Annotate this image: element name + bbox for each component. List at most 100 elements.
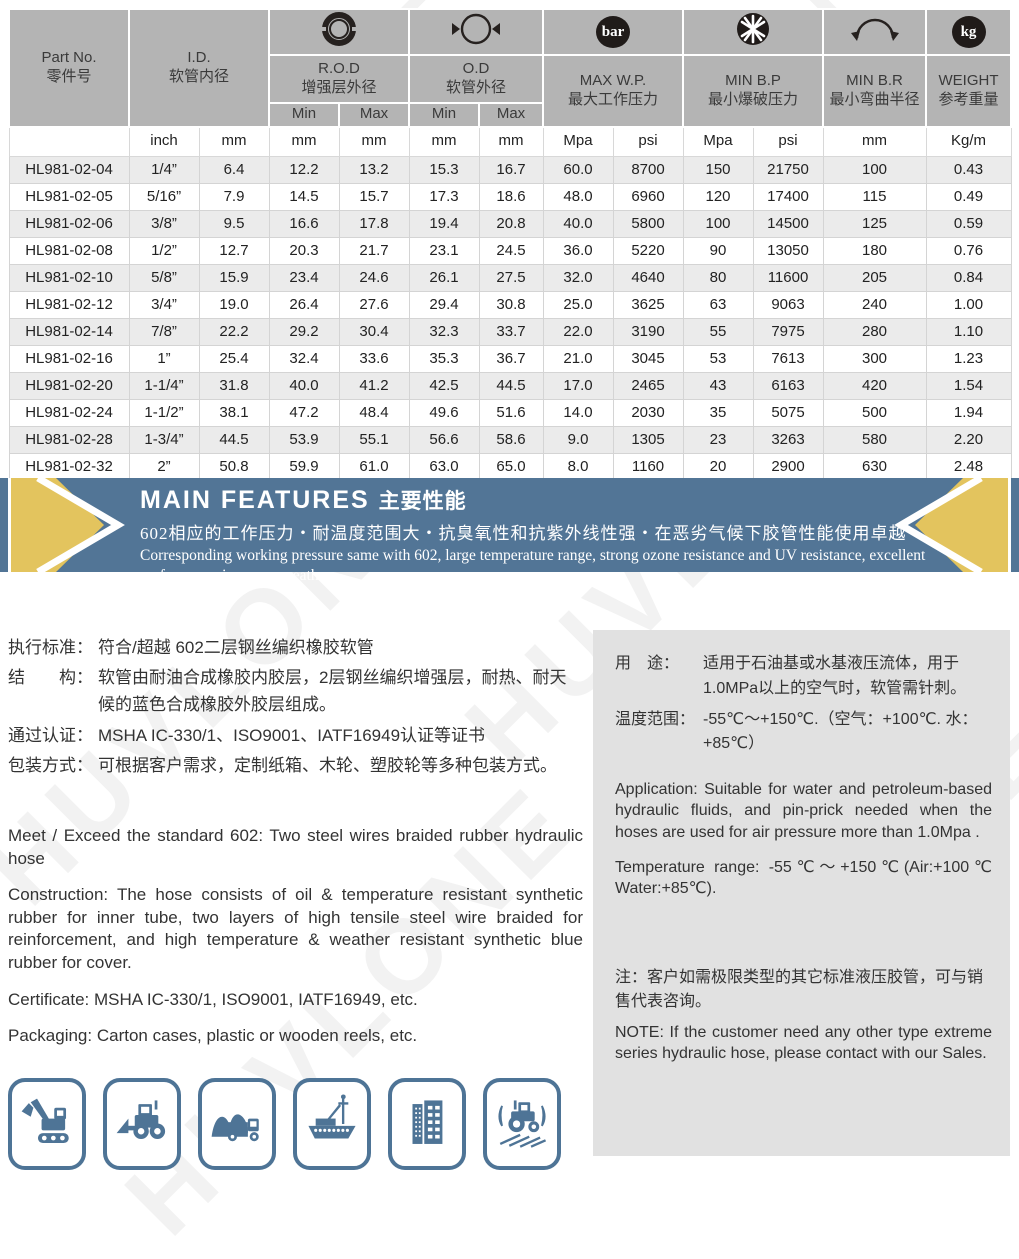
min-br-label-en: MIN B.R	[846, 72, 903, 89]
table-row: HL981-02-06 3/8” 9.5 16.6 17.8 19.4 20.8 40.0 58…	[8, 209, 1012, 238]
data-cell: 1305	[612, 425, 684, 454]
data-cell: 21.7	[338, 236, 410, 265]
col-header-id: I.D. 软管内径	[127, 8, 271, 128]
data-cell: 17.0	[542, 371, 614, 400]
spec-table-body: HL981-02-04 1/4” 6.4 12.2 13.2 15.3 16.7 60.0 87…	[8, 155, 1012, 481]
part-no-cell: HL981-02-06	[8, 209, 130, 238]
data-cell: 63.0	[408, 452, 480, 481]
banner-title-zh: 主要性能	[378, 490, 467, 513]
data-cell: 1.54	[925, 371, 1012, 400]
packaging-item-zh: 包装方式： 可根据客户需求，定制纸箱、木轮、塑胶轮等多种包装方式。	[8, 752, 583, 779]
data-cell: 3045	[612, 344, 684, 373]
data-cell: 25.0	[542, 290, 614, 319]
bar-icon-cell: bar	[542, 8, 685, 56]
data-cell: 7975	[752, 317, 824, 346]
data-cell: 205	[822, 263, 927, 292]
data-cell: 3190	[612, 317, 684, 346]
data-cell: 63	[682, 290, 754, 319]
od-max-header: Max	[478, 101, 545, 128]
data-cell: 30.4	[338, 317, 410, 346]
packaging-paragraph-en: Packaging: Carton cases, plastic or wood…	[8, 1026, 418, 1046]
note-en: NOTE: If the customer need any other typ…	[615, 1023, 992, 1062]
data-cell: 60.0	[542, 155, 614, 184]
col-header-weight: WEIGHT 参考重量	[925, 53, 1013, 128]
data-cell: 5800	[612, 209, 684, 238]
data-cell: 4640	[612, 263, 684, 292]
data-cell: 32.0	[542, 263, 614, 292]
construction-paragraph-en: Construction: The hose consists of oil &…	[8, 885, 583, 972]
application-label-zh: 用 途：	[615, 655, 680, 672]
data-cell: 26.4	[268, 290, 340, 319]
construction-label-zh: 结 构：	[8, 668, 93, 688]
part-no-label-en: Part No.	[41, 49, 97, 67]
temperature-label-zh: 温度范围：	[615, 710, 696, 728]
col-header-rod: R.O.D 增强层外径	[268, 53, 411, 104]
data-cell: 580	[822, 425, 927, 454]
od-label-en: O.D	[462, 60, 490, 77]
data-cell: 56.6	[408, 425, 480, 454]
part-no-cell: HL981-02-05	[8, 182, 130, 211]
data-cell: 44.5	[478, 371, 544, 400]
tractor-icon	[483, 1077, 561, 1170]
data-cell: 65.0	[478, 452, 544, 481]
data-cell: 22.0	[542, 317, 614, 346]
standard-paragraph-en: Meet / Exceed the standard 602: Two stee…	[8, 825, 583, 868]
part-no-cell: HL981-02-14	[8, 317, 130, 346]
certification-label-zh: 通过认证：	[8, 725, 93, 745]
table-row: HL981-02-12 3/4” 19.0 26.4 27.6 29.4 30.8 25.0 3…	[8, 290, 1012, 319]
part-no-cell: HL981-02-04	[8, 155, 130, 184]
data-cell: 35.3	[408, 344, 480, 373]
min-bp-label-en: MIN B.P	[725, 72, 781, 89]
data-cell: 1.00	[925, 290, 1012, 319]
data-cell: 12.7	[198, 236, 270, 265]
data-cell: 16.7	[478, 155, 544, 184]
data-cell: 61.0	[338, 452, 410, 481]
burst-icon-cell	[682, 8, 825, 56]
max-wp-label-en: MAX W.P.	[579, 72, 647, 89]
data-cell: 6163	[752, 371, 824, 400]
data-cell: 3625	[612, 290, 684, 319]
data-cell: 16.6	[268, 209, 340, 238]
col-header-min-bp: MIN B.P 最小爆破压力	[682, 53, 825, 128]
part-no-cell: HL981-02-20	[8, 371, 130, 400]
data-cell: 48.0	[542, 182, 614, 211]
data-cell: 2”	[128, 452, 200, 481]
data-cell: 41.2	[338, 371, 410, 400]
data-cell: 23	[682, 425, 754, 454]
data-cell: 2.20	[925, 425, 1012, 454]
data-cell: 2900	[752, 452, 824, 481]
data-cell: 5/8”	[128, 263, 200, 292]
unit-cell: Mpa	[682, 126, 754, 157]
temperature-text-zh: -55℃～+150℃.（空气：+100℃. 水：+85℃）	[703, 710, 978, 753]
data-cell: 0.76	[925, 236, 1012, 265]
data-cell: 18.6	[478, 182, 544, 211]
data-cell: 0.49	[925, 182, 1012, 211]
data-cell: 80	[682, 263, 754, 292]
wheel-loader-icon	[103, 1077, 181, 1170]
data-cell: 38.1	[198, 398, 270, 427]
banner-title: MAIN FEATURES 主要性能	[140, 485, 970, 515]
part-no-cell: HL981-02-24	[8, 398, 130, 427]
table-row: HL981-02-32 2” 50.8 59.9 61.0 63.0 65.0 8.0 1160…	[8, 452, 1012, 481]
unit-cell: mm	[338, 126, 410, 157]
data-cell: 100	[682, 209, 754, 238]
banner-subtitle-zh: 602相应的工作压力・耐温度范围大・抗臭氧性和抗紫外线性强・在恶劣气候下胶管性能…	[140, 524, 907, 543]
data-cell: 35	[682, 398, 754, 427]
kg-icon-cell: kg	[925, 8, 1013, 56]
data-cell: 1/2”	[128, 236, 200, 265]
data-cell: 0.84	[925, 263, 1012, 292]
mining-truck-icon	[198, 1077, 276, 1170]
data-cell: 1.94	[925, 398, 1012, 427]
data-cell: 15.7	[338, 182, 410, 211]
col-header-part-no: Part No. 零件号	[8, 8, 130, 128]
unit-cell: Mpa	[542, 126, 614, 157]
data-cell: 6.4	[198, 155, 270, 184]
rod-min-header: Min	[268, 101, 341, 128]
col-header-min-br: MIN B.R 最小弯曲半径	[822, 53, 928, 128]
data-cell: 9063	[752, 290, 824, 319]
part-no-cell: HL981-02-10	[8, 263, 130, 292]
data-cell: 29.2	[268, 317, 340, 346]
data-cell: 9.5	[198, 209, 270, 238]
data-cell: 25.4	[198, 344, 270, 373]
rod-icon-cell	[268, 8, 411, 56]
